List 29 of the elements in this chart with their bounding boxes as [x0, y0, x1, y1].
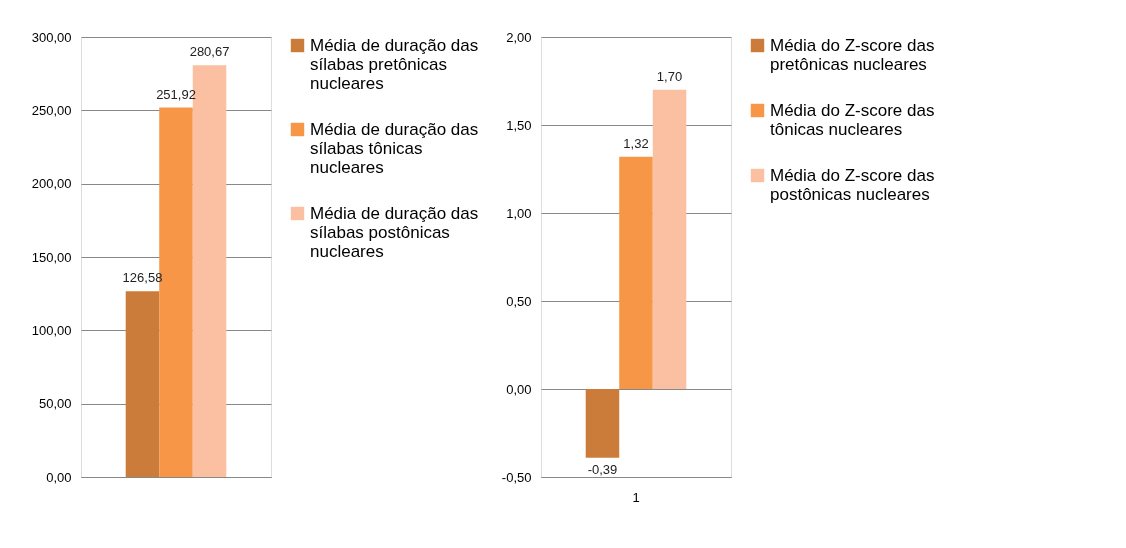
- legend-label: Média de duração das sílabas postônicas nucleares: [310, 203, 479, 261]
- data-label: 1,70: [656, 68, 683, 84]
- y-tick-label: 2,00: [506, 29, 532, 45]
- legend-label: Média do Z-score das postônicas nucleares: [770, 165, 935, 204]
- x-tick-label: 1: [632, 489, 640, 505]
- data-label: 251,92: [156, 86, 196, 102]
- data-label: -0,39: [587, 461, 618, 477]
- legend-label: Média do Z-score das pretônicas nucleares: [770, 35, 935, 74]
- data-label: 1,32: [623, 135, 649, 151]
- y-tick-label: 0,50: [506, 293, 532, 309]
- bar: [125, 291, 160, 477]
- y-tick-label: 100,00: [31, 322, 72, 338]
- y-tick-label: 250,00: [31, 102, 72, 118]
- legend-label: Média de duração das sílabas pretônicas nucleares: [310, 35, 479, 93]
- bar: [585, 389, 620, 458]
- y-tick-label: 1,50: [506, 117, 532, 133]
- y-tick-label: 200,00: [31, 176, 72, 192]
- y-tick-label: 300,00: [31, 29, 72, 45]
- legend-label: Média do Z-score das tônicas nucleares: [770, 100, 935, 139]
- y-tick-label: 1,00: [506, 205, 532, 221]
- y-tick-label: 150,00: [31, 249, 72, 265]
- legend-label: Média de duração das sílabas tônicas nucleares: [310, 119, 479, 177]
- y-tick-label: 50,00: [38, 396, 72, 412]
- y-tick-label: 0,00: [506, 381, 532, 397]
- y-tick-label: 0,00: [46, 469, 72, 485]
- y-tick-label: -0,50: [501, 469, 532, 485]
- bar: [652, 89, 687, 389]
- bar: [619, 156, 653, 389]
- data-label: 280,67: [189, 44, 230, 60]
